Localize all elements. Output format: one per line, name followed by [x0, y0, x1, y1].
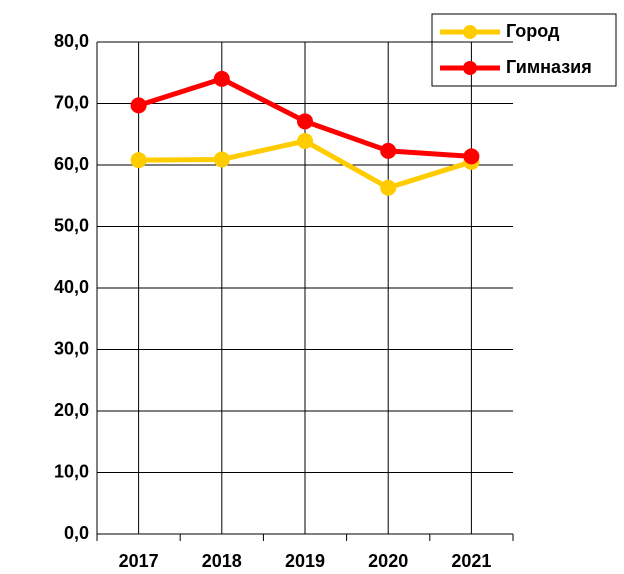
y-tick-label: 30,0 — [54, 338, 89, 358]
data-point — [130, 152, 147, 169]
x-tick-label: 2021 — [451, 551, 491, 571]
legend-label: Гимназия — [506, 57, 592, 77]
data-point — [380, 142, 397, 159]
data-point — [213, 70, 230, 87]
legend-marker — [463, 25, 477, 39]
y-tick-label: 0,0 — [64, 523, 89, 543]
y-tick-label: 10,0 — [54, 461, 89, 481]
x-tick-label: 2019 — [285, 551, 325, 571]
y-tick-label: 20,0 — [54, 400, 89, 420]
y-tick-label: 70,0 — [54, 92, 89, 112]
x-tick-label: 2018 — [202, 551, 242, 571]
data-point — [130, 97, 147, 114]
data-point — [297, 133, 313, 150]
data-point — [297, 113, 313, 130]
legend-box — [431, 13, 617, 87]
y-tick-label: 50,0 — [54, 215, 89, 235]
y-tick-label: 40,0 — [54, 277, 89, 297]
legend-marker — [463, 61, 477, 75]
data-point — [213, 151, 230, 168]
x-tick-label: 2020 — [368, 551, 408, 571]
legend-label: Город — [506, 21, 560, 41]
data-point — [463, 148, 480, 165]
y-tick-label: 80,0 — [54, 31, 89, 51]
y-tick-label: 60,0 — [54, 154, 89, 174]
data-point — [380, 179, 397, 196]
x-tick-label: 2017 — [119, 551, 159, 571]
